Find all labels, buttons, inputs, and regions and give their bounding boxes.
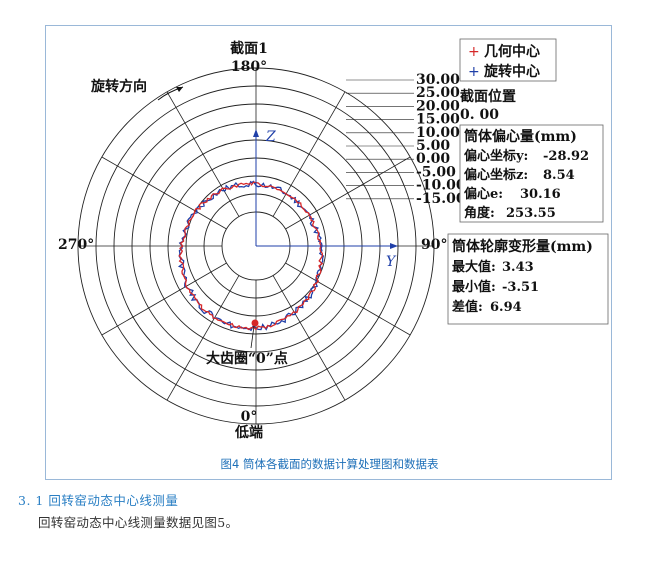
legend-symbol-geometric: + xyxy=(468,44,480,60)
eccentricity-y-label: 偏心坐标y: xyxy=(464,148,528,164)
legend-rotation-center: 旋转中心 xyxy=(483,63,540,80)
polar-spoke xyxy=(285,262,411,336)
rotation-arrow-head xyxy=(176,87,183,92)
ring-label: -5.00 xyxy=(416,164,456,180)
deformation-max-value: 3.43 xyxy=(502,260,534,275)
eccentricity-z-label: 偏心坐标z: xyxy=(464,167,528,183)
polar-spoke xyxy=(272,91,346,217)
ring-label: 5.00 xyxy=(416,138,450,154)
legend-box xyxy=(459,38,557,82)
polar-plot: 30.0025.0020.0015.0010.005.000.00-5.00-1… xyxy=(58,38,609,441)
deformation-min-value: -3.51 xyxy=(502,280,539,295)
figure-panel: 30.00 25.00 20.00 15.00 10.00 5.00 0.00 -5.00 -1… xyxy=(45,25,612,480)
angle-180: 180° xyxy=(231,59,267,75)
z-axis-arrow xyxy=(253,129,259,137)
section-title: 截面1 xyxy=(230,40,268,57)
eccentricity-title: 筒体偏心量(mm) xyxy=(464,128,577,145)
body-paragraph: 回转窑动态中心线测量数据见图5。 xyxy=(38,515,239,530)
deformation-diff-value: 6.94 xyxy=(490,300,522,315)
y-axis-label: Y xyxy=(386,254,397,270)
profile-trace-geometric xyxy=(178,181,324,331)
zero-point-label: 大齿圈“0”点 xyxy=(206,350,288,367)
eccentricity-y-value: -28.92 xyxy=(543,149,589,164)
section-heading: 3. 1 回转窑动态中心线测量 xyxy=(18,493,179,508)
ring-labels: 30.0025.0020.0015.0010.005.000.00-5.00-1… xyxy=(346,72,466,207)
polar-spoke xyxy=(272,275,346,401)
angle-0: 0° xyxy=(241,409,258,425)
eccentricity-box xyxy=(459,124,604,223)
deformation-max-label: 最大值: xyxy=(452,259,496,275)
deformation-diff-label: 差值: xyxy=(452,299,483,315)
eccentricity-e-value: 30.16 xyxy=(520,187,561,202)
legend-symbol-rotation: + xyxy=(468,64,480,80)
ring-label: 15.00 xyxy=(416,112,460,128)
deformation-box xyxy=(447,233,609,325)
ring-label: -10.00 xyxy=(416,178,466,194)
deformation-title: 筒体轮廓变形量(mm) xyxy=(452,238,593,255)
y-axis-arrow xyxy=(390,243,398,249)
angle-270: 270° xyxy=(58,237,94,253)
figure-caption: 图4 筒体各截面的数据计算处理图和数据表 xyxy=(220,457,439,471)
profile-traces xyxy=(177,180,325,332)
profile-trace-rotation xyxy=(177,180,325,332)
ring-label: 20.00 xyxy=(416,98,460,114)
eccentricity-angle-value: 253.55 xyxy=(506,206,556,221)
ring-label: 25.00 xyxy=(416,85,460,101)
eccentricity-angle-label: 角度: xyxy=(464,205,495,221)
ring-label: 10.00 xyxy=(416,125,460,141)
rotation-direction-label: 旋转方向 xyxy=(90,78,147,95)
polar-spoke xyxy=(166,91,240,217)
polar-spoke xyxy=(166,275,240,401)
ring-label: 30.00 xyxy=(416,72,460,88)
z-axis-label: Z xyxy=(265,129,276,145)
polar-spoke xyxy=(101,262,227,336)
bottom-label: 低端 xyxy=(234,424,263,441)
polar-spoke xyxy=(285,156,411,230)
polar-spoke xyxy=(101,156,227,230)
ring-label: 0.00 xyxy=(416,151,450,167)
ring-label: -15.00 xyxy=(416,191,466,207)
zero-point-leader xyxy=(250,325,255,349)
eccentricity-z-value: 8.54 xyxy=(543,168,575,183)
section-position-value: 0. 00 xyxy=(460,107,499,123)
section-position-label: 截面位置 xyxy=(460,88,516,105)
zero-point-marker xyxy=(251,319,259,327)
deformation-min-label: 最小值: xyxy=(452,279,496,295)
eccentricity-e-label: 偏心e: xyxy=(464,186,503,202)
legend-geometric-center: 几何中心 xyxy=(484,43,540,60)
angle-90: 90° xyxy=(421,237,447,253)
